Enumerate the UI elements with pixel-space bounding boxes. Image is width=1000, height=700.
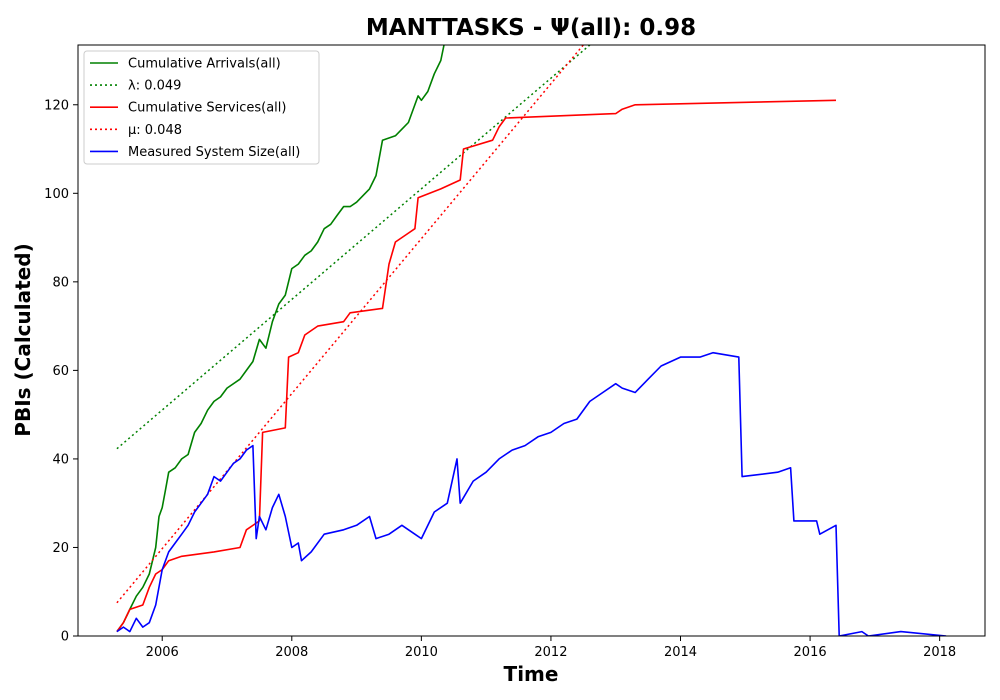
series-line-3: [116, 45, 584, 604]
y-tick-label: 100: [44, 187, 69, 202]
legend-label: Cumulative Services(all): [128, 101, 286, 116]
legend: Cumulative Arrivals(all) λ: 0.049 Cumulati…: [83, 50, 320, 165]
legend-label: λ: 0.049: [128, 79, 181, 94]
y-tick-label: 120: [44, 98, 69, 113]
legend-label: Cumulative Arrivals(all): [128, 57, 281, 72]
legend-label: Measured System Size(all): [128, 145, 300, 160]
x-tick-label: 2006: [146, 645, 179, 660]
x-axis: 2006 2008 2010 2012 2014 2016 2018: [146, 636, 956, 660]
legend-box: [83, 50, 320, 165]
y-tick-label: 0: [61, 630, 69, 645]
x-tick-label: 2012: [534, 645, 567, 660]
y-tick-label: 60: [52, 364, 69, 379]
x-axis-label: Time: [504, 662, 559, 686]
chart-title: MANTTASKS - Ψ(all): 0.98: [366, 15, 696, 41]
x-tick-label: 2014: [664, 645, 697, 660]
series-line-1: [116, 45, 591, 450]
x-tick-label: 2018: [923, 645, 956, 660]
x-tick-label: 2016: [794, 645, 827, 660]
y-tick-label: 20: [52, 541, 69, 556]
y-tick-label: 40: [52, 452, 69, 467]
series-line-0: [116, 45, 445, 633]
series-layer: [116, 45, 947, 636]
series-line-4: [116, 351, 947, 636]
x-tick-label: 2010: [405, 645, 438, 660]
legend-label: μ: 0.048: [128, 123, 182, 138]
x-tick-label: 2008: [275, 645, 308, 660]
plot-frame: [77, 44, 986, 637]
y-axis-label: PBIs (Calculated): [11, 243, 35, 436]
y-tick-label: 80: [52, 275, 69, 290]
y-axis: 0 20 40 60 80 100 120: [44, 98, 78, 645]
